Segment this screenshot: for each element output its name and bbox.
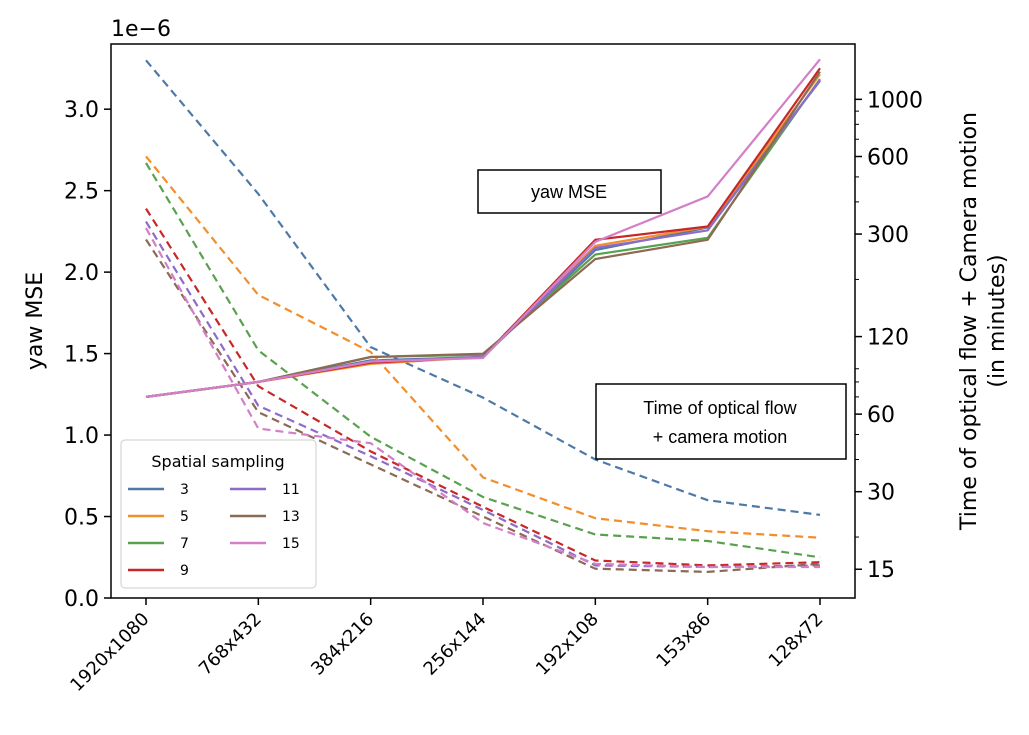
- annotation-time-text-line2: + camera motion: [653, 427, 788, 447]
- y-right-label-line1: Time of optical flow + Camera motion: [957, 112, 982, 531]
- series-mse-line-3: [145, 59, 821, 516]
- annotation-time: Time of optical flow + camera motion: [595, 383, 847, 460]
- y-right-label-line2: (in minutes): [985, 254, 1010, 387]
- y-left-tick-label: 1.0: [64, 424, 99, 449]
- annotation-time-box: [595, 383, 847, 460]
- annotation-mse-box: [477, 169, 662, 214]
- right-axis: 15 30 60 120 300 600 1000: [855, 88, 923, 583]
- y-right-tick-label: 1000: [867, 88, 923, 113]
- annotation-mse: yaw MSE: [477, 169, 662, 214]
- series-time-line-15: [145, 58, 821, 398]
- y-left-label: yaw MSE: [23, 272, 48, 370]
- series-time-line-5: [145, 73, 821, 398]
- y-left-tick-label: 3.0: [64, 98, 99, 123]
- legend-label-5: 5: [180, 509, 189, 525]
- series-mse-line-13: [145, 238, 821, 574]
- legend-label-7: 7: [180, 536, 189, 552]
- legend-label-15: 15: [282, 536, 300, 552]
- y-left-tick-label: 0.5: [64, 506, 99, 531]
- x-tick-label: 1920x1080: [66, 609, 153, 696]
- y-right-tick-label: 15: [867, 558, 895, 583]
- legend-box: [120, 439, 317, 589]
- series-mse-line-11: [145, 221, 821, 569]
- x-tick-label: 153x86: [652, 609, 715, 672]
- legend-label-3: 3: [180, 482, 189, 498]
- legend-label-13: 13: [282, 509, 300, 525]
- legend-title: Spatial sampling: [151, 452, 284, 471]
- series-time-line-3: [145, 80, 821, 398]
- annotation-mse-text: yaw MSE: [531, 182, 607, 202]
- x-tick-label: 192x108: [532, 609, 603, 680]
- series-mse-line-7: [145, 162, 821, 559]
- y-offset-label: 1e−6: [111, 17, 171, 42]
- y-right-tick-label: 300: [867, 223, 909, 248]
- legend-items: 3 5 7 9 11 13 15: [128, 482, 300, 579]
- legend: Spatial sampling 3 5 7 9 11 13 15: [120, 439, 317, 589]
- x-axis: 1920x1080 768x432 384x216 256x144 192x108 153…: [66, 598, 828, 696]
- series-time-line-7: [145, 78, 821, 398]
- x-tick-label: 384x216: [307, 609, 378, 680]
- left-axis: 0.0 0.5 1.0 1.5 2.0 2.5 3.0: [64, 98, 111, 612]
- series-layer: [145, 58, 821, 574]
- series-mse-line-9: [145, 208, 821, 567]
- series-time-line-13: [145, 71, 821, 398]
- y-right-tick-label: 30: [867, 481, 895, 506]
- y-left-tick-label: 2.0: [64, 261, 99, 286]
- y-right-tick-label: 60: [867, 403, 895, 428]
- y-right-tick-label: 120: [867, 326, 909, 351]
- legend-label-9: 9: [180, 563, 189, 579]
- y-right-tick-label: 600: [867, 146, 909, 171]
- x-tick-label: 256x144: [420, 609, 491, 680]
- y-left-tick-label: 1.5: [64, 343, 99, 368]
- series-mse-line-5: [145, 155, 821, 539]
- series-time-line-11: [145, 79, 821, 398]
- legend-label-11: 11: [282, 482, 300, 498]
- y-left-tick-label: 0.0: [64, 587, 99, 612]
- y-left-tick-label: 2.5: [64, 180, 99, 205]
- series-time-line-9: [145, 67, 821, 398]
- x-tick-label: 768x432: [195, 609, 266, 680]
- annotation-time-text-line1: Time of optical flow: [643, 398, 797, 418]
- x-tick-label: 128x72: [765, 609, 828, 672]
